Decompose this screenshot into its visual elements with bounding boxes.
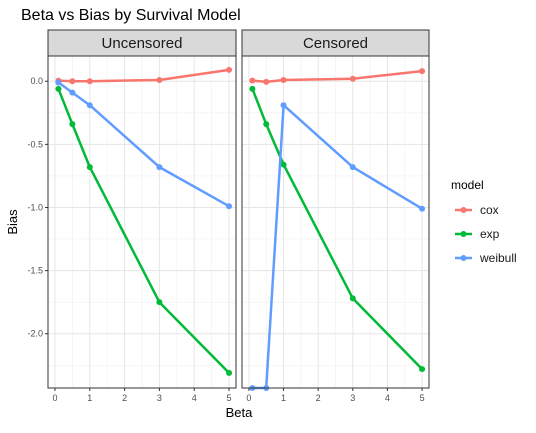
- data-point-weibull: [55, 79, 62, 86]
- legend-label-exp: exp: [480, 227, 500, 241]
- x-tick-label: 4: [192, 393, 197, 403]
- legend-item-weibull: weibull: [455, 251, 517, 265]
- data-point-cox: [69, 78, 76, 85]
- data-point-cox: [263, 78, 270, 85]
- panel-uncensored: Uncensored 0 1 2 3 4 5: [47, 29, 237, 403]
- x-tick-label: 3: [157, 393, 162, 403]
- data-point-exp: [86, 164, 93, 171]
- facet-strip-label: Uncensored: [102, 35, 183, 52]
- x-tick-label: 3: [350, 393, 355, 403]
- panel-border: [241, 55, 430, 389]
- x-tick-label: 5: [420, 393, 425, 403]
- x-tick-label: 1: [281, 393, 286, 403]
- y-tick-label: -1.5: [27, 266, 43, 276]
- x-tick-label: 0: [246, 393, 251, 403]
- data-point-weibull: [349, 164, 356, 171]
- data-point-exp: [55, 85, 62, 92]
- legend-title: model: [451, 178, 484, 192]
- x-tick-label: 4: [385, 393, 390, 403]
- data-point-cox: [349, 75, 356, 82]
- data-point-exp: [249, 85, 256, 92]
- data-point-exp: [226, 369, 233, 376]
- x-tick-label: 5: [227, 393, 232, 403]
- facet-strip: [47, 29, 237, 57]
- chart-title: Beta vs Bias by Survival Model: [21, 7, 241, 24]
- x-tick-label: 2: [122, 393, 127, 403]
- y-axis: 0.0 -0.5 -1.0 -1.5 -2.0: [27, 76, 48, 339]
- y-tick-label: 0.0: [30, 76, 43, 86]
- data-point-weibull: [156, 164, 163, 171]
- data-point-cox: [419, 68, 426, 75]
- data-point-weibull: [419, 205, 426, 212]
- legend-marker-exp: [460, 231, 467, 237]
- data-point-cox: [86, 78, 93, 85]
- facet-strip-label: Censored: [303, 35, 368, 52]
- x-tick-label: 1: [87, 393, 92, 403]
- y-tick-label: -2.0: [27, 329, 43, 339]
- data-point-exp: [280, 161, 287, 168]
- data-point-cox: [156, 76, 163, 83]
- legend-marker-cox: [460, 207, 467, 213]
- data-point-exp: [349, 295, 356, 302]
- data-point-cox: [226, 66, 233, 73]
- data-point-exp: [69, 121, 76, 128]
- data-point-weibull: [226, 203, 233, 210]
- x-tick-label: 2: [316, 393, 321, 403]
- y-tick-label: -0.5: [27, 139, 43, 149]
- data-point-cox: [280, 76, 287, 83]
- y-axis-label: Bias: [5, 209, 20, 235]
- x-axis-label: Beta: [226, 405, 254, 420]
- data-point-exp: [263, 121, 270, 128]
- data-point-exp: [156, 299, 163, 306]
- data-point-weibull: [280, 102, 287, 109]
- legend-label-weibull: weibull: [479, 251, 517, 265]
- x-tick-label: 0: [52, 393, 57, 403]
- panel-censored: Censored 0 1 2 3 4 5: [241, 29, 430, 403]
- panel-border: [47, 55, 237, 389]
- legend-marker-weibull: [460, 255, 467, 261]
- legend-item-exp: exp: [455, 227, 500, 241]
- data-point-weibull: [86, 102, 93, 109]
- legend-label-cox: cox: [480, 203, 499, 217]
- y-tick-label: -1.0: [27, 202, 43, 212]
- legend-item-cox: cox: [455, 203, 499, 217]
- data-point-cox: [249, 77, 256, 84]
- data-point-weibull: [69, 89, 76, 96]
- data-point-exp: [419, 366, 426, 373]
